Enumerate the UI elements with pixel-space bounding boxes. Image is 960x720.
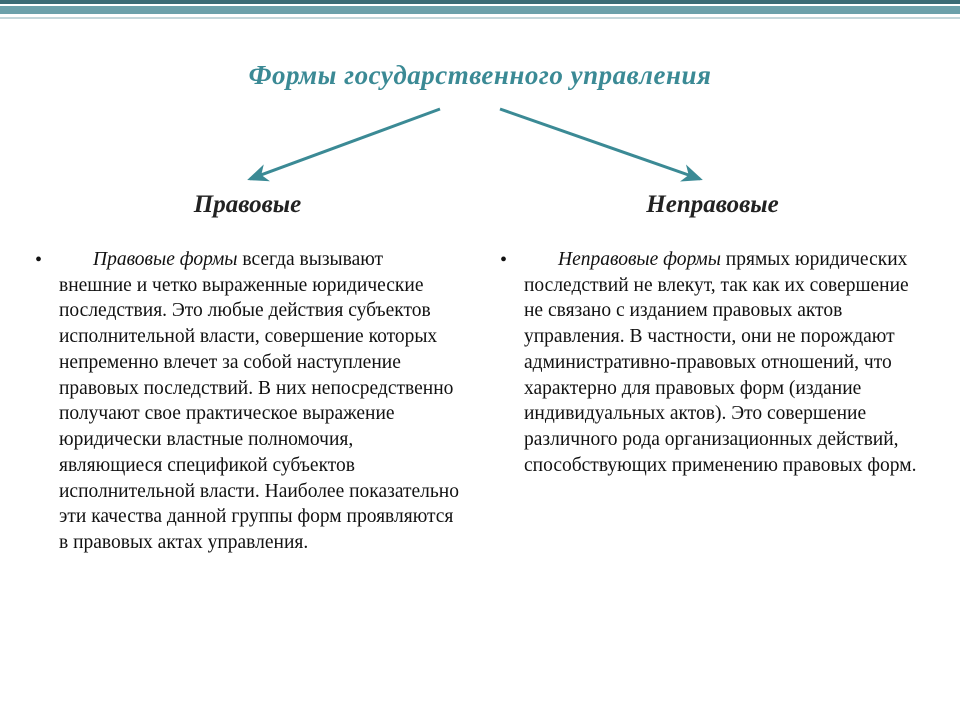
column-left: Правовые • Правовые формы всегда вызываю… xyxy=(35,191,460,556)
right-lead: Неправовые формы xyxy=(558,249,721,270)
left-heading: Правовые xyxy=(35,191,460,219)
left-rest: всегда вызывают внешние и четко выраженн… xyxy=(59,249,459,553)
right-body: • Неправовые формы прямых юридических по… xyxy=(500,247,925,479)
bullet-icon: • xyxy=(35,247,59,556)
bullet-icon: • xyxy=(500,247,524,479)
right-body-text: Неправовые формы прямых юридических посл… xyxy=(524,247,925,479)
arrow-left xyxy=(250,109,440,179)
column-right: Неправовые • Неправовые формы прямых юри… xyxy=(500,191,925,556)
arrows-region xyxy=(35,101,925,191)
left-lead: Правовые формы xyxy=(93,249,238,270)
right-heading: Неправовые xyxy=(500,191,925,219)
branch-arrows-svg xyxy=(0,101,960,191)
arrow-right xyxy=(500,109,700,179)
left-body-text: Правовые формы всегда вызывают внешние и… xyxy=(59,247,460,556)
top-bar-stripe-1 xyxy=(0,0,960,4)
right-rest: прямых юридических последствий не влекут… xyxy=(524,249,916,476)
top-bar-stripe-3 xyxy=(0,17,960,19)
slide-content: Формы государственного управления Правов… xyxy=(0,0,960,576)
main-title: Формы государственного управления xyxy=(35,60,925,91)
top-decor-bar xyxy=(0,0,960,19)
top-bar-stripe-2 xyxy=(0,6,960,14)
left-body: • Правовые формы всегда вызывают внешние… xyxy=(35,247,460,556)
columns-wrap: Правовые • Правовые формы всегда вызываю… xyxy=(35,191,925,556)
